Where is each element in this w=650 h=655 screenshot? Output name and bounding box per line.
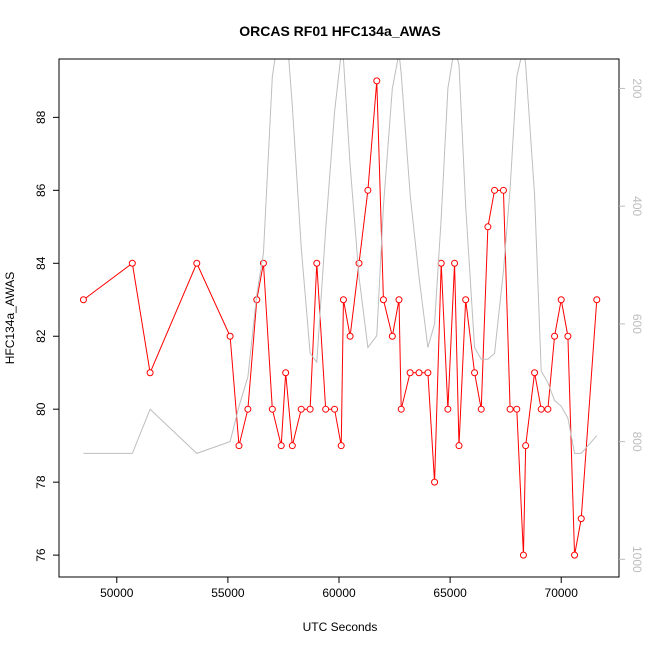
plot-frame: [58, 58, 620, 578]
data-point: [373, 77, 381, 85]
data-point: [551, 332, 559, 340]
data-point: [519, 551, 527, 559]
data-point: [235, 442, 243, 450]
data-point: [431, 478, 439, 486]
data-point: [444, 405, 452, 413]
secondary-series-line: [83, 59, 598, 454]
y-tick-label: 78: [34, 475, 48, 489]
data-point: [451, 259, 459, 267]
data-point: [564, 332, 572, 340]
x-tick-label: 70000: [545, 586, 579, 600]
data-point: [346, 332, 354, 340]
chart-title: ORCAS RF01 HFC134a_AWAS: [239, 23, 441, 39]
y2-tick-label: 400: [630, 196, 644, 216]
data-point: [388, 332, 396, 340]
data-point: [146, 369, 154, 377]
y-tick-label: 76: [34, 548, 48, 562]
y-tick-label: 88: [34, 110, 48, 124]
data-point: [397, 405, 405, 413]
data-point: [415, 369, 423, 377]
data-point: [297, 405, 305, 413]
data-point: [364, 186, 372, 194]
data-point: [513, 405, 521, 413]
data-point: [379, 296, 387, 304]
data-point: [395, 296, 403, 304]
data-point: [557, 296, 565, 304]
data-point: [244, 405, 252, 413]
data-point: [313, 259, 321, 267]
data-point: [477, 405, 485, 413]
data-point: [337, 442, 345, 450]
y-tick-label: 84: [34, 256, 48, 270]
data-point: [277, 442, 285, 450]
data-point: [322, 405, 330, 413]
data-point: [193, 259, 201, 267]
y-tick-label: 82: [34, 329, 48, 343]
data-point: [544, 405, 552, 413]
data-point: [462, 296, 470, 304]
y2-tick-label: 200: [630, 78, 644, 98]
data-point: [355, 259, 363, 267]
y-tick-label: 80: [34, 402, 48, 416]
x-axis-label: UTC Seconds: [303, 620, 378, 634]
data-point: [79, 296, 87, 304]
y2-tick-label: 800: [630, 432, 644, 452]
primary-series-line: [83, 80, 598, 556]
data-point: [268, 405, 276, 413]
data-point: [339, 296, 347, 304]
data-point: [537, 405, 545, 413]
data-point: [226, 332, 234, 340]
x-tick-label: 60000: [322, 586, 356, 600]
data-point: [455, 442, 463, 450]
data-point: [471, 369, 479, 377]
data-point: [424, 369, 432, 377]
data-point: [531, 369, 539, 377]
data-point: [571, 551, 579, 559]
data-point: [577, 515, 585, 523]
data-point: [506, 405, 514, 413]
y2-tick-label: 1000: [630, 546, 644, 573]
x-tick-label: 50000: [100, 586, 134, 600]
data-point: [491, 186, 499, 194]
data-point: [406, 369, 414, 377]
data-point: [128, 259, 136, 267]
y-tick-label: 86: [34, 183, 48, 197]
y2-tick-label: 600: [630, 314, 644, 334]
data-point: [282, 369, 290, 377]
data-point: [499, 186, 507, 194]
data-point: [522, 442, 530, 450]
data-point: [484, 223, 492, 231]
x-tick-label: 65000: [433, 586, 467, 600]
data-point: [593, 296, 601, 304]
data-point: [288, 442, 296, 450]
x-tick-label: 55000: [211, 586, 245, 600]
data-point: [331, 405, 339, 413]
y-axis-label: HFC134a_AWAS: [3, 272, 17, 364]
plot-layer: 50000 55000 60000 65000 70000 76 78 80 82 84 86 88 2…: [34, 58, 644, 600]
data-point: [437, 259, 445, 267]
data-point: [306, 405, 314, 413]
